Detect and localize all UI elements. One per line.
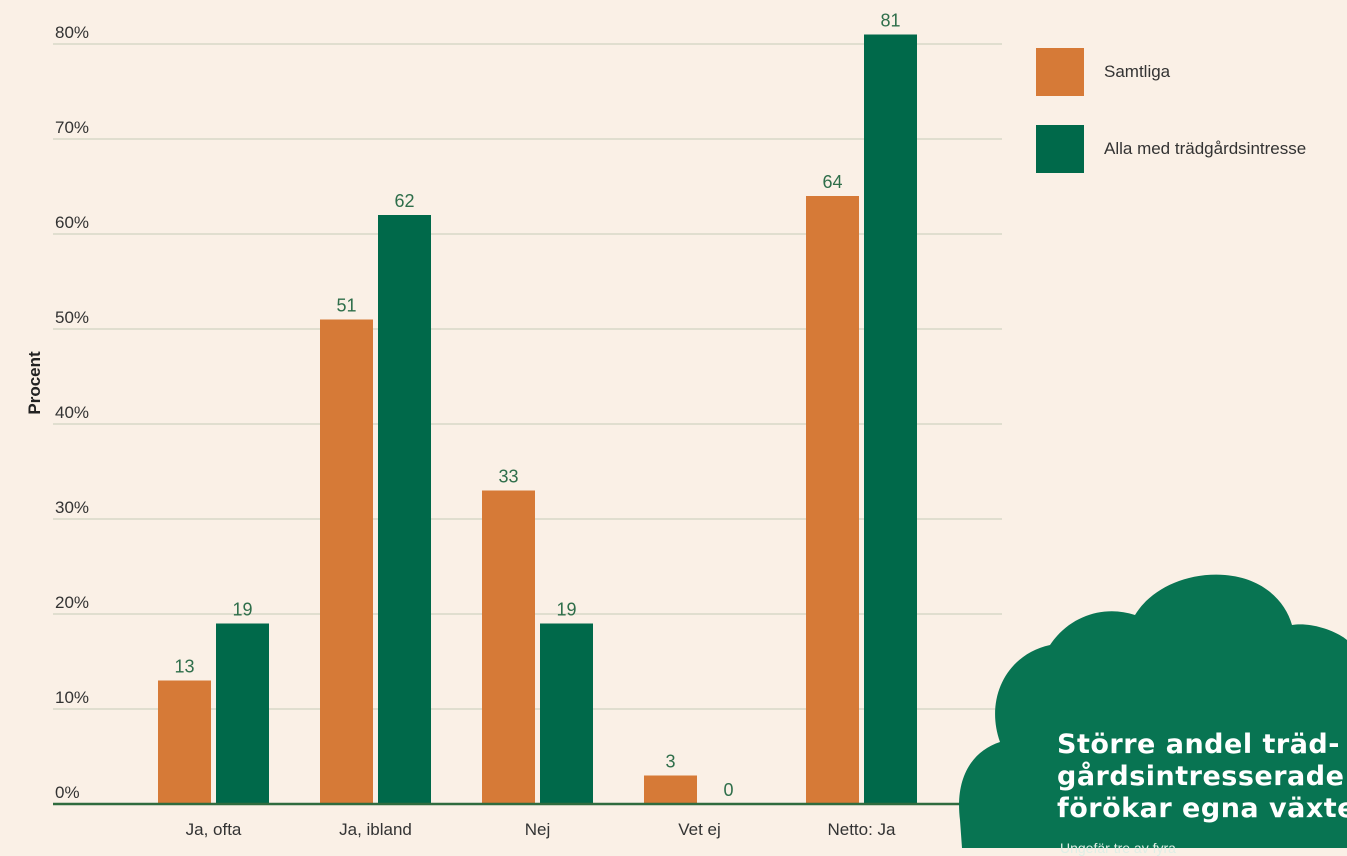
- bar: [378, 215, 431, 804]
- category-labels: Ja, ofta Ja, ibland Nej Vet ej Netto: Ja: [186, 820, 896, 839]
- data-label: 62: [394, 191, 414, 211]
- category-label: Ja, ofta: [186, 820, 242, 839]
- bar: [216, 623, 269, 804]
- data-label: 64: [822, 172, 842, 192]
- cloud-callout: [959, 574, 1347, 848]
- y-tick-label: 50%: [55, 308, 89, 327]
- legend: Samtliga Alla med trädgårdsintresse: [1036, 48, 1306, 202]
- data-label: 13: [174, 657, 194, 677]
- y-tick-label: 30%: [55, 498, 89, 517]
- cloud-shape: [959, 574, 1347, 848]
- bars: 13 19 51 62 33 19 3 0 64 81: [158, 11, 917, 804]
- bar: [482, 490, 535, 804]
- bar: [320, 319, 373, 804]
- y-tick-label: 20%: [55, 593, 89, 612]
- bar: [158, 680, 211, 804]
- data-label: 19: [232, 600, 252, 620]
- y-axis-label: Procent: [25, 351, 44, 415]
- category-label: Nej: [525, 820, 551, 839]
- data-label: 51: [336, 296, 356, 316]
- legend-item-tradgardsintresse: Alla med trädgårdsintresse: [1036, 125, 1306, 173]
- y-tick-label: 0%: [55, 783, 80, 802]
- data-label: 0: [723, 780, 733, 800]
- y-tick-label: 40%: [55, 403, 89, 422]
- legend-swatch-samtliga: [1036, 48, 1084, 96]
- legend-item-samtliga: Samtliga: [1036, 48, 1306, 96]
- legend-swatch-tradgardsintresse: [1036, 125, 1084, 173]
- category-label: Netto: Ja: [827, 820, 896, 839]
- bar: [540, 623, 593, 804]
- y-tick-label: 10%: [55, 688, 89, 707]
- data-label: 81: [880, 11, 900, 31]
- callout-heading: Större andel träd- gårdsintresserade för…: [1057, 729, 1347, 825]
- data-label: 3: [665, 752, 675, 772]
- category-label: Ja, ibland: [339, 820, 412, 839]
- legend-label-samtliga: Samtliga: [1104, 62, 1171, 81]
- y-tick-labels: 0% 10% 20% 30% 40% 50% 60% 70% 80%: [55, 23, 89, 802]
- y-tick-label: 80%: [55, 23, 89, 42]
- y-tick-label: 60%: [55, 213, 89, 232]
- category-label: Vet ej: [678, 820, 721, 839]
- callout-subtext: Ungefär tre av fyra: [1060, 840, 1176, 856]
- bar: [644, 775, 697, 804]
- y-tick-label: 70%: [55, 118, 89, 137]
- callout-line: förökar egna växter: [1057, 793, 1347, 824]
- bar: [806, 196, 859, 804]
- data-label: 19: [556, 600, 576, 620]
- callout-line: Större andel träd-: [1057, 729, 1340, 760]
- bar: [864, 34, 917, 804]
- legend-label-tradgardsintresse: Alla med trädgårdsintresse: [1104, 139, 1307, 158]
- data-label: 33: [498, 467, 518, 487]
- callout-line: gårdsintresserade: [1057, 761, 1345, 792]
